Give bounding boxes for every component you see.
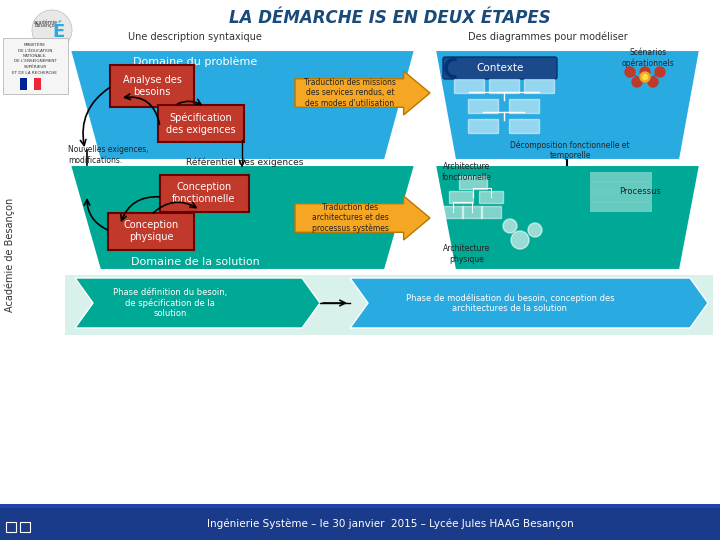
Circle shape (640, 72, 650, 82)
FancyBboxPatch shape (443, 206, 463, 218)
Text: Phase définition du besoin,
de spécification de la
solution: Phase définition du besoin, de spécifica… (113, 288, 227, 318)
Text: Conception
physique: Conception physique (123, 220, 179, 242)
FancyArrowPatch shape (153, 202, 196, 213)
Bar (20, 522, 30, 532)
FancyBboxPatch shape (443, 57, 557, 79)
Text: Phase de modélisation du besoin, conception des
architectures de la solution: Phase de modélisation du besoin, concept… (405, 293, 614, 313)
FancyBboxPatch shape (160, 175, 249, 212)
Text: NATIONALE,: NATIONALE, (23, 54, 48, 58)
Text: Architecture
physique: Architecture physique (444, 244, 490, 264)
Bar (0, 508, 720, 540)
Polygon shape (435, 165, 700, 270)
Text: Nouvelles exigences,
modifications.: Nouvelles exigences, modifications. (68, 145, 148, 165)
Text: Spécification
des exigences: Spécification des exigences (166, 113, 236, 135)
Bar (3, 38, 68, 94)
FancyBboxPatch shape (459, 176, 487, 189)
Circle shape (32, 10, 72, 50)
Text: ET DE LA RECHERCHE: ET DE LA RECHERCHE (12, 71, 58, 75)
Polygon shape (75, 278, 320, 328)
Circle shape (503, 219, 517, 233)
Text: DE L'ÉDUCATION: DE L'ÉDUCATION (18, 49, 52, 52)
FancyBboxPatch shape (158, 105, 244, 142)
Text: Référentiel des exigences: Référentiel des exigences (186, 157, 304, 167)
FancyBboxPatch shape (468, 99, 498, 113)
FancyBboxPatch shape (449, 191, 473, 203)
Bar (65, 275, 713, 335)
FancyArrowPatch shape (84, 200, 107, 230)
Text: MINISTÈRE: MINISTÈRE (24, 43, 46, 47)
Circle shape (632, 77, 642, 87)
Polygon shape (350, 278, 708, 328)
FancyArrowPatch shape (125, 94, 160, 124)
Text: Architecture
fonctionnelle: Architecture fonctionnelle (442, 163, 492, 181)
Bar (34, 78, 41, 90)
Text: académie: académie (34, 19, 58, 24)
Text: Processus: Processus (619, 187, 661, 197)
FancyBboxPatch shape (590, 181, 650, 191)
Text: SUPÉRIEUR: SUPÉRIEUR (23, 65, 47, 69)
Text: Domaine de la solution: Domaine de la solution (130, 257, 259, 267)
Text: Décomposition fonctionnelle et
temporelle: Décomposition fonctionnelle et temporell… (510, 140, 630, 160)
Polygon shape (70, 50, 415, 160)
Bar (27, 78, 34, 90)
Text: LA DÉMARCHE IS EN DEUX ÉTAPES: LA DÉMARCHE IS EN DEUX ÉTAPES (229, 9, 551, 27)
FancyBboxPatch shape (524, 79, 554, 93)
Text: Académie de Besançon: Académie de Besançon (5, 198, 15, 312)
Circle shape (528, 223, 542, 237)
Text: Contexte: Contexte (477, 63, 523, 73)
Text: Besançon: Besançon (34, 24, 58, 29)
FancyBboxPatch shape (489, 79, 519, 93)
Circle shape (655, 67, 665, 77)
FancyBboxPatch shape (509, 119, 539, 133)
FancyArrowPatch shape (178, 99, 201, 105)
FancyBboxPatch shape (462, 206, 482, 218)
Text: Domaine du problème: Domaine du problème (133, 57, 257, 68)
Circle shape (648, 77, 658, 87)
FancyBboxPatch shape (509, 99, 539, 113)
Bar (20, 78, 27, 90)
Text: Traduction des missions
des services rendus, et
des modes d'utilisation: Traduction des missions des services ren… (304, 78, 396, 108)
Polygon shape (295, 196, 430, 240)
FancyBboxPatch shape (108, 213, 194, 250)
FancyBboxPatch shape (479, 191, 503, 203)
FancyBboxPatch shape (590, 172, 650, 180)
FancyBboxPatch shape (468, 119, 498, 133)
FancyBboxPatch shape (110, 65, 194, 107)
Text: Une description syntaxique: Une description syntaxique (128, 32, 262, 42)
Bar (6, 522, 16, 532)
Circle shape (625, 67, 635, 77)
Circle shape (640, 67, 650, 77)
Circle shape (511, 231, 529, 249)
Text: Analyse des
besoins: Analyse des besoins (122, 75, 181, 97)
Text: Conception
fonctionnelle: Conception fonctionnelle (172, 182, 235, 204)
Bar (0, 504, 720, 508)
Text: Traduction des
architectures et des
processus systèmes: Traduction des architectures et des proc… (312, 203, 388, 233)
FancyArrowPatch shape (121, 197, 159, 221)
FancyBboxPatch shape (454, 79, 484, 93)
Text: DE L'ENSEIGNEMENT: DE L'ENSEIGNEMENT (14, 59, 56, 64)
Text: É: É (52, 23, 64, 41)
Circle shape (642, 75, 647, 79)
Text: Des diagrammes pour modéliser: Des diagrammes pour modéliser (468, 32, 628, 42)
FancyBboxPatch shape (590, 192, 650, 200)
Polygon shape (435, 50, 700, 160)
FancyArrowPatch shape (81, 87, 109, 145)
Polygon shape (70, 165, 415, 270)
Text: Ingénierie Système – le 30 janvier  2015 – Lycée Jules HAAG Besançon: Ingénierie Système – le 30 janvier 2015 … (207, 519, 573, 529)
Polygon shape (295, 71, 430, 115)
FancyBboxPatch shape (590, 201, 650, 211)
FancyBboxPatch shape (481, 206, 501, 218)
Text: Scénarios
opérationnels: Scénarios opérationnels (621, 48, 675, 68)
